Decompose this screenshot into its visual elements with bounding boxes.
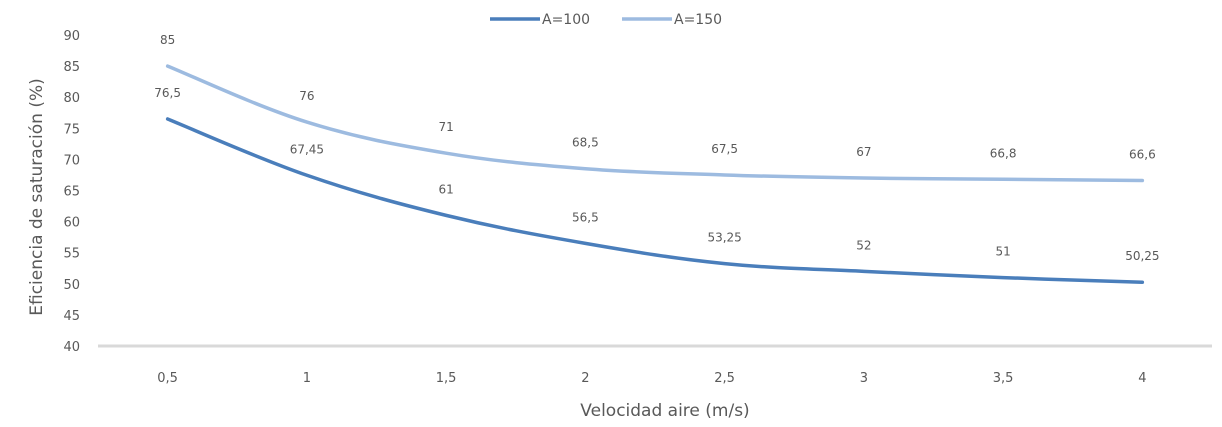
series-line-a-150 — [165, 64, 1145, 183]
x-tick-label: 2,5 — [714, 371, 735, 386]
x-tick-label: 4 — [1138, 371, 1146, 386]
x-tick-label: 3,5 — [993, 371, 1014, 386]
data-label: 53,25 — [707, 231, 741, 245]
y-tick-label: 80 — [63, 91, 80, 106]
y-tick-label: 45 — [63, 309, 80, 324]
data-label: 52 — [856, 238, 871, 252]
data-labels: 76,5 67,45 61 56,5 53,25 52 51 50,25 85 76 71 68,5 6… — [154, 33, 1159, 263]
data-label: 76,5 — [154, 86, 181, 100]
y-tick-label: 55 — [63, 247, 80, 262]
x-tick-label: 1 — [303, 371, 311, 386]
y-tick-label: 90 — [63, 29, 80, 44]
y-tick-label: 65 — [63, 185, 80, 200]
data-label: 66,6 — [1129, 148, 1156, 162]
data-label: 56,5 — [572, 210, 599, 224]
x-axis: 0,5 1 1,5 2 2,5 3 3,5 4 — [98, 344, 1212, 386]
y-tick-label: 75 — [63, 122, 80, 137]
y-axis-title: Eficiencia de saturación (%) — [27, 78, 47, 316]
y-tick-label: 40 — [63, 340, 80, 355]
data-label: 51 — [995, 245, 1010, 259]
data-label: 67 — [856, 145, 871, 159]
data-label: 71 — [438, 120, 453, 134]
y-tick-label: 60 — [63, 216, 80, 231]
x-tick-label: 0,5 — [157, 371, 178, 386]
legend-label: A=150 — [674, 12, 722, 28]
y-tick-label: 50 — [63, 278, 80, 293]
data-label: 61 — [438, 182, 453, 196]
legend: A=100 A=150 — [490, 12, 722, 28]
data-label: 66,8 — [990, 146, 1017, 160]
legend-label: A=100 — [542, 12, 590, 28]
series-line-a-100 — [165, 117, 1145, 284]
series-layer — [165, 64, 1145, 284]
data-label: 76 — [299, 89, 314, 103]
data-label: 50,25 — [1125, 249, 1159, 263]
y-tick-label: 70 — [63, 153, 80, 168]
x-tick-label: 1,5 — [436, 371, 457, 386]
data-label: 68,5 — [572, 136, 599, 150]
x-tick-label: 3 — [860, 371, 868, 386]
x-tick-label: 2 — [581, 371, 589, 386]
y-axis: 40 45 50 55 60 65 70 75 80 85 90 — [63, 29, 80, 355]
data-label: 85 — [160, 33, 175, 47]
x-axis-title: Velocidad aire (m/s) — [580, 401, 749, 421]
data-label: 67,45 — [290, 142, 324, 156]
data-label: 67,5 — [711, 142, 738, 156]
y-tick-label: 85 — [63, 60, 80, 75]
